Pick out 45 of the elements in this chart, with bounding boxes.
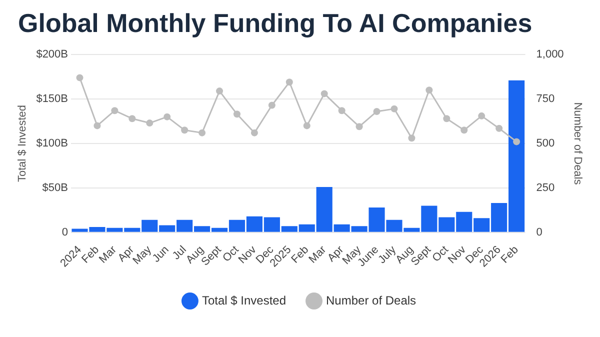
y2-axis-title: Number of Deals	[571, 102, 584, 186]
point	[111, 107, 118, 114]
point	[268, 102, 276, 109]
point	[146, 120, 154, 127]
y-tick-label: 0	[62, 226, 68, 238]
point	[513, 138, 520, 146]
y-tick-label: $150B	[36, 93, 68, 106]
point	[496, 124, 503, 132]
x-tick-label: Jun	[150, 244, 172, 265]
y-axis-title: Total $ Invested	[16, 104, 29, 182]
legend-label: Total $ Invested	[202, 293, 286, 308]
y2-tick-label: 750	[536, 93, 555, 106]
y-tick-label: $50B	[42, 182, 68, 194]
point	[460, 126, 468, 134]
point	[373, 108, 380, 115]
point	[286, 78, 293, 86]
point	[426, 86, 433, 94]
point	[181, 126, 188, 134]
point	[76, 74, 84, 82]
point	[250, 129, 258, 136]
point	[94, 122, 101, 130]
point	[233, 110, 240, 118]
point	[356, 123, 363, 130]
y2-tick-label: 0	[536, 226, 542, 238]
x-tick-label: Mar	[306, 244, 329, 266]
y2-tick-label: 1,000	[536, 48, 564, 61]
point	[443, 115, 450, 122]
point	[198, 129, 206, 136]
y-tick-label: $200B	[36, 48, 68, 61]
point	[338, 107, 346, 114]
point	[390, 105, 398, 112]
x-tick-label: Feb	[498, 244, 521, 266]
point	[320, 90, 328, 98]
point	[128, 115, 136, 122]
y2-tick-label: 500	[536, 138, 555, 150]
point	[478, 112, 486, 120]
legend-label: Number of Deals	[326, 293, 416, 308]
point	[408, 134, 416, 142]
point	[303, 122, 310, 130]
point	[216, 88, 224, 95]
y2-tick-label: 250	[536, 182, 555, 194]
x-tick-label: Mar	[97, 244, 120, 266]
chart-title: Global Monthly Funding To AI Companies	[18, 8, 534, 39]
y-tick-label: $100B	[36, 138, 68, 150]
point	[164, 113, 171, 120]
